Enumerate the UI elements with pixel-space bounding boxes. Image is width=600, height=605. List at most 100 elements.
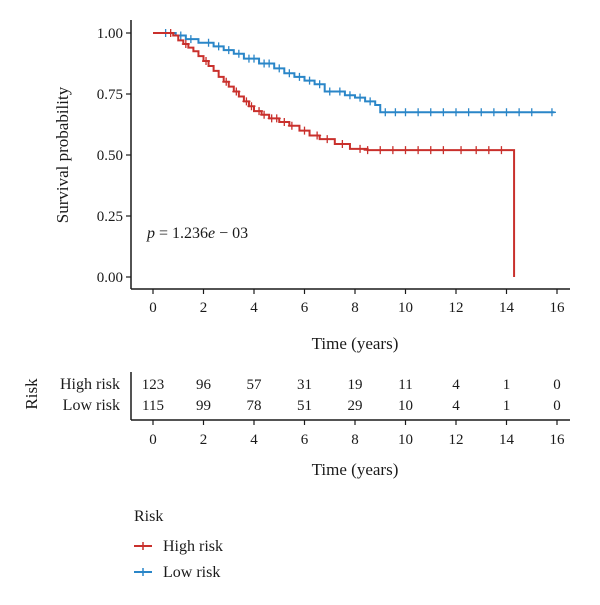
km-y-ticks: 0.00 0.25 0.50 0.75 1.00 bbox=[97, 26, 131, 286]
risk-count-cell: 11 bbox=[398, 377, 412, 393]
low-risk-censor-mark bbox=[315, 80, 324, 89]
km-y-tick-label: 1.00 bbox=[97, 26, 123, 42]
high-risk-censor-mark bbox=[222, 77, 231, 86]
low-risk-censor-mark bbox=[366, 97, 375, 106]
high-risk-censor-mark bbox=[287, 121, 296, 130]
risk-count-cell: 96 bbox=[196, 377, 212, 393]
low-risk-censor-mark bbox=[381, 108, 390, 117]
risk-count-cell: 4 bbox=[452, 377, 460, 393]
low-risk-censor-mark bbox=[234, 49, 243, 58]
low-risk-censor-mark bbox=[214, 42, 223, 51]
low-risk-censor-mark bbox=[356, 93, 365, 102]
km-x-tick-label: 2 bbox=[200, 300, 208, 316]
km-y-tick-label: 0.50 bbox=[97, 148, 123, 164]
high-risk-censor-mark bbox=[388, 146, 397, 155]
low-risk-censor-mark bbox=[204, 38, 213, 47]
low-risk-censor-mark bbox=[515, 108, 524, 117]
km-x-axis-title: Time (years) bbox=[312, 334, 399, 353]
low-risk-censor-mark bbox=[250, 54, 258, 63]
low-risk-censor-mark bbox=[295, 72, 304, 81]
high-risk-legend-label: High risk bbox=[163, 538, 223, 555]
low-risk-censor-mark bbox=[285, 69, 294, 78]
high-risk-censor-mark bbox=[472, 146, 481, 155]
high-risk-censor-mark bbox=[323, 135, 332, 144]
km-x-tick-label: 0 bbox=[149, 300, 157, 316]
low-risk-censor-mark bbox=[464, 108, 473, 117]
legend-title: Risk bbox=[134, 508, 163, 525]
high-risk-censor-mark bbox=[338, 140, 347, 149]
risk-count-cell: 1 bbox=[503, 377, 511, 393]
risk-count-cell: 51 bbox=[297, 398, 312, 414]
high-risk-censor-mark bbox=[280, 118, 289, 127]
risk-x-tick-label: 12 bbox=[449, 432, 464, 448]
risk-x-tick-label: 8 bbox=[351, 432, 359, 448]
low-risk-censor-mark bbox=[186, 35, 195, 44]
high-risk-censor-mark bbox=[401, 146, 410, 155]
risk-count-cell: 31 bbox=[297, 377, 312, 393]
risk-table-x-axis-title: Time (years) bbox=[312, 460, 399, 479]
low-risk-censor-mark bbox=[401, 108, 410, 117]
risk-x-tick-label: 6 bbox=[301, 432, 309, 448]
low-risk-censor-mark bbox=[489, 108, 498, 117]
km-x-tick-label: 8 bbox=[351, 300, 359, 316]
low-risk-censor-mark bbox=[414, 108, 423, 117]
risk-count-cell: 115 bbox=[142, 398, 164, 414]
low-risk-censor-mark bbox=[345, 91, 354, 100]
high-risk-censor-mark bbox=[497, 146, 506, 155]
risk-x-tick-label: 2 bbox=[200, 432, 208, 448]
high-risk-censor-mark bbox=[300, 126, 309, 135]
km-y-tick-label: 0.00 bbox=[97, 270, 123, 286]
km-x-tick-label: 6 bbox=[301, 300, 309, 316]
risk-row-label: Low risk bbox=[63, 397, 120, 414]
high-risk-censor-mark bbox=[181, 39, 190, 48]
high-risk-censor-mark bbox=[376, 146, 385, 155]
low-risk-censor-mark bbox=[224, 46, 233, 55]
risk-count-cell: 57 bbox=[247, 377, 263, 393]
km-x-tick-label: 14 bbox=[499, 300, 515, 316]
low-risk-censor-mark bbox=[452, 108, 460, 117]
low-risk-survival-curve bbox=[153, 32, 555, 114]
low-risk-censor-mark bbox=[265, 59, 274, 68]
low-risk-censor-mark bbox=[547, 108, 556, 117]
high-risk-censor-mark bbox=[439, 146, 448, 155]
high-risk-censor-mark bbox=[356, 144, 365, 153]
low-risk-censor-mark bbox=[335, 87, 344, 96]
km-x-tick-label: 12 bbox=[449, 300, 464, 316]
high-risk-censor-mark bbox=[457, 146, 466, 155]
km-y-tick-label: 0.25 bbox=[97, 209, 123, 225]
low-risk-censor-mark bbox=[502, 108, 511, 117]
low-risk-censor-mark bbox=[275, 64, 284, 73]
risk-count-cell: 99 bbox=[196, 398, 211, 414]
risk-count-cell: 0 bbox=[553, 377, 561, 393]
km-x-tick-label: 4 bbox=[250, 300, 258, 316]
high-risk-censor-mark bbox=[272, 114, 281, 123]
risk-count-cell: 19 bbox=[348, 377, 363, 393]
risk-x-tick-label: 0 bbox=[149, 432, 157, 448]
high-risk-censor-mark bbox=[484, 146, 493, 155]
km-curves bbox=[153, 29, 556, 277]
legend-items: High risk Low risk bbox=[134, 538, 223, 581]
risk-count-cell: 29 bbox=[348, 398, 363, 414]
risk-table-x-ticks: 0 2 4 6 8 10 12 14 16 bbox=[149, 420, 565, 448]
risk-x-tick-label: 4 bbox=[250, 432, 258, 448]
risk-count-cell: 4 bbox=[452, 398, 460, 414]
risk-x-tick-label: 10 bbox=[398, 432, 413, 448]
high-risk-censor-mark bbox=[426, 146, 435, 155]
high-risk-censor-mark bbox=[202, 57, 211, 66]
p-value-annotation: p = 1.236e − 03 bbox=[146, 225, 248, 242]
high-risk-censor-mark bbox=[313, 131, 322, 140]
high-risk-censor-mark bbox=[414, 146, 423, 155]
risk-row-label: High risk bbox=[60, 376, 120, 393]
km-x-tick-label: 10 bbox=[398, 300, 413, 316]
risk-count-cell: 123 bbox=[142, 377, 165, 393]
low-risk-censor-mark bbox=[527, 108, 536, 117]
high-risk-censor-mark bbox=[166, 29, 175, 37]
low-risk-censor-mark bbox=[477, 108, 486, 117]
low-risk-censor-mark bbox=[439, 108, 448, 117]
km-x-ticks: 0 2 4 6 8 10 12 14 16 bbox=[149, 289, 565, 316]
km-x-tick-label: 16 bbox=[550, 300, 566, 316]
